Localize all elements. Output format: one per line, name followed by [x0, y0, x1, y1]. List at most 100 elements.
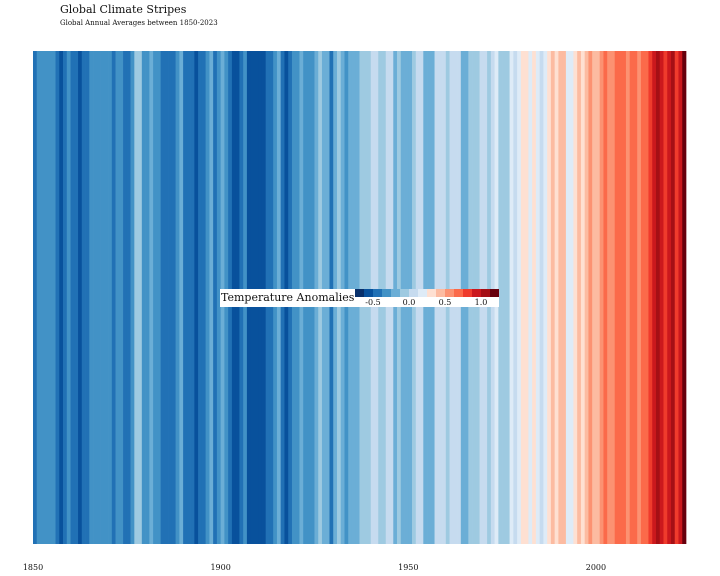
- stripe-2014: [648, 51, 653, 544]
- stripe-1998: [588, 51, 593, 544]
- stripe-1896: [205, 51, 210, 544]
- stripe-1994: [573, 51, 578, 544]
- stripe-1860: [70, 51, 75, 544]
- stripe-1874: [123, 51, 128, 544]
- stripe-1983: [532, 51, 537, 544]
- stripe-2010: [633, 51, 638, 544]
- stripe-2016: [655, 51, 661, 544]
- colorbar-swatch: [373, 289, 383, 297]
- stripe-1877: [134, 51, 139, 544]
- x-tick-label: 1900: [210, 563, 231, 572]
- stripe-2006: [618, 51, 623, 544]
- stripe-2020: [670, 51, 676, 544]
- stripe-1856: [55, 51, 60, 544]
- stripe-1990: [558, 51, 563, 544]
- stripe-1893: [194, 51, 199, 544]
- colorbar-swatch: [364, 289, 374, 297]
- stripe-1891: [186, 51, 191, 544]
- stripe-1982: [528, 51, 533, 544]
- stripe-1987: [547, 51, 552, 544]
- stripe-1878: [138, 51, 143, 544]
- stripe-1883: [156, 51, 161, 544]
- stripe-1999: [592, 51, 597, 544]
- colorbar-swatch: [436, 289, 446, 297]
- stripe-1993: [569, 51, 574, 544]
- stripe-2019: [667, 51, 672, 544]
- stripe-1859: [66, 51, 71, 544]
- colorbar-swatch: [454, 289, 464, 297]
- stripe-1978: [513, 51, 518, 544]
- stripe-2018: [663, 51, 668, 544]
- stripe-1897: [209, 51, 214, 544]
- colorbar-legend: Temperature Anomalies -0.5 0.0 0.5 1.0: [220, 289, 499, 307]
- colorbar-swatch: [427, 289, 437, 297]
- stripe-1862: [78, 51, 83, 544]
- stripe-1857: [59, 51, 64, 544]
- colorbar-swatch: [382, 289, 392, 297]
- colorbar-swatch: [400, 289, 410, 297]
- stripe-2008: [625, 51, 631, 544]
- stripe-1890: [183, 51, 188, 544]
- stripe-1881: [149, 51, 154, 544]
- colorbar-swatch: [445, 289, 455, 297]
- colorbar-tick-label: -0.5: [365, 298, 381, 307]
- colorbar-tick-label: 1.0: [474, 298, 488, 307]
- stripe-1979: [517, 51, 522, 544]
- stripe-1899: [216, 51, 221, 544]
- stripe-2007: [622, 51, 627, 544]
- stripe-1989: [554, 51, 559, 544]
- stripe-1854: [48, 51, 53, 544]
- colorbar: [355, 289, 499, 297]
- stripe-1976: [505, 51, 510, 544]
- stripe-1882: [153, 51, 158, 544]
- stripe-2022: [678, 51, 683, 544]
- stripe-1977: [509, 51, 514, 544]
- stripe-1875: [126, 51, 131, 544]
- stripe-1853: [44, 51, 49, 544]
- colorbar-swatch: [418, 289, 428, 297]
- stripe-1873: [119, 51, 124, 544]
- stripe-2013: [644, 51, 649, 544]
- stripe-1895: [201, 51, 206, 544]
- x-tick-label: 2000: [585, 563, 607, 572]
- stripe-1886: [168, 51, 173, 544]
- stripe-2001: [599, 51, 604, 544]
- stripe-1975: [502, 51, 507, 544]
- stripe-2004: [610, 51, 616, 544]
- colorbar-tick-label: 0.5: [438, 298, 452, 307]
- stripe-2012: [640, 51, 646, 544]
- colorbar-swatch: [490, 289, 499, 297]
- stripe-1879: [141, 51, 146, 544]
- stripe-1872: [115, 51, 120, 544]
- stripe-1884: [160, 51, 165, 544]
- stripe-2009: [629, 51, 634, 544]
- stripe-1870: [108, 51, 113, 544]
- x-tick-label: 1950: [398, 563, 419, 572]
- stripe-1866: [93, 51, 98, 544]
- colorbar-swatch: [463, 289, 473, 297]
- stripe-1867: [96, 51, 101, 544]
- stripe-2023: [682, 51, 687, 544]
- stripe-1858: [63, 51, 68, 544]
- stripe-1851: [36, 51, 41, 544]
- colorbar-swatch: [409, 289, 419, 297]
- stripe-1876: [130, 51, 135, 544]
- stripe-2002: [603, 51, 608, 544]
- stripe-1984: [535, 51, 540, 544]
- stripe-2005: [614, 51, 619, 544]
- stripe-1991: [562, 51, 567, 544]
- chart-title: Global Climate Stripes: [60, 3, 187, 16]
- stripe-2003: [607, 51, 612, 544]
- stripe-1888: [175, 51, 180, 544]
- stripe-1885: [164, 51, 169, 544]
- stripe-1865: [89, 51, 94, 544]
- stripe-1981: [524, 51, 529, 544]
- stripe-2017: [659, 51, 664, 544]
- stripe-1995: [577, 51, 582, 544]
- colorbar-swatch: [472, 289, 482, 297]
- stripe-1852: [40, 51, 45, 544]
- stripe-1871: [111, 51, 116, 544]
- stripe-1980: [520, 51, 525, 544]
- stripe-1855: [51, 51, 56, 544]
